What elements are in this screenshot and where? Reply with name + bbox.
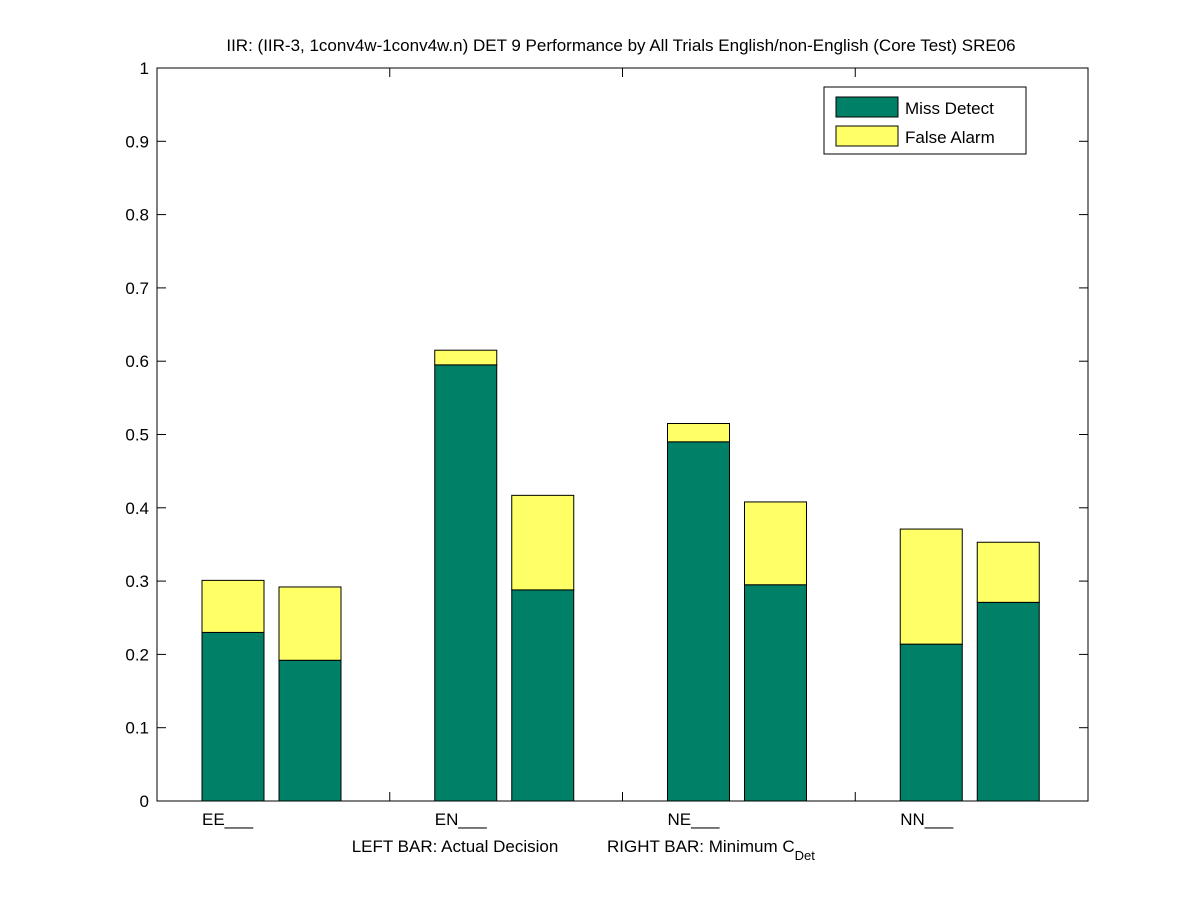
x-category-label: NN___ [900, 810, 953, 829]
y-tick-label: 0 [140, 792, 149, 811]
bar-false-alarm-actual-decision [201, 579, 265, 633]
bar-miss-detect-actual-decision [434, 364, 498, 802]
x-axis-label-right-main: RIGHT BAR: Minimum C [607, 837, 795, 856]
legend-label-false-alarm: False Alarm [905, 128, 995, 147]
bar-false-alarm-minimum-cdet [278, 586, 342, 661]
x-axis-label-right-bar: RIGHT BAR: Minimum CDet [607, 837, 815, 863]
bar-miss-detect-actual-decision [201, 631, 265, 802]
y-tick-label: 0.3 [125, 572, 149, 591]
bar-false-alarm-actual-decision [667, 423, 730, 443]
x-category-label: NE___ [668, 810, 721, 829]
x-axis: EE___ EN___ NE___ NN___ [202, 68, 954, 829]
bar-miss-detect-minimum-cdet [278, 659, 342, 802]
y-tick-label: 0.2 [125, 645, 149, 664]
bar-false-alarm-minimum-cdet [511, 494, 575, 591]
bars-layer [201, 349, 1040, 802]
bar-miss-detect-actual-decision [899, 643, 963, 802]
y-tick-label: 1 [140, 59, 149, 78]
x-category-label: EN___ [435, 810, 488, 829]
y-axis: 0 0.1 0.2 0.3 0.4 0.5 0.6 0.7 0.8 0.9 1 [125, 59, 1088, 811]
y-tick-label: 0.4 [125, 499, 149, 518]
bar-miss-detect-minimum-cdet [744, 584, 807, 802]
y-tick-label: 0.5 [125, 426, 149, 445]
y-tick-label: 0.6 [125, 352, 149, 371]
legend-label-miss-detect: Miss Detect [905, 99, 994, 118]
legend-swatch-miss-detect [835, 96, 899, 118]
y-tick-label: 0.9 [125, 132, 149, 151]
x-axis-label-left-bar: LEFT BAR: Actual Decision [352, 837, 559, 856]
bar-false-alarm-minimum-cdet [976, 541, 1040, 603]
bar-miss-detect-actual-decision [667, 441, 730, 802]
bar-miss-detect-minimum-cdet [976, 601, 1040, 802]
y-tick-label: 0.8 [125, 206, 149, 225]
y-tick-label: 0.1 [125, 719, 149, 738]
bar-false-alarm-actual-decision [434, 349, 498, 366]
bar-miss-detect-minimum-cdet [511, 589, 575, 802]
bar-false-alarm-actual-decision [899, 528, 963, 645]
x-category-label: EE___ [202, 810, 254, 829]
x-axis-label-right-subscript: Det [795, 848, 816, 863]
legend-swatch-false-alarm [835, 125, 899, 147]
bar-false-alarm-minimum-cdet [744, 501, 807, 586]
legend: Miss Detect False Alarm [823, 86, 1027, 155]
chart-title: IIR: (IIR-3, 1conv4w-1conv4w.n) DET 9 Pe… [226, 36, 1015, 55]
y-tick-label: 0.7 [125, 279, 149, 298]
